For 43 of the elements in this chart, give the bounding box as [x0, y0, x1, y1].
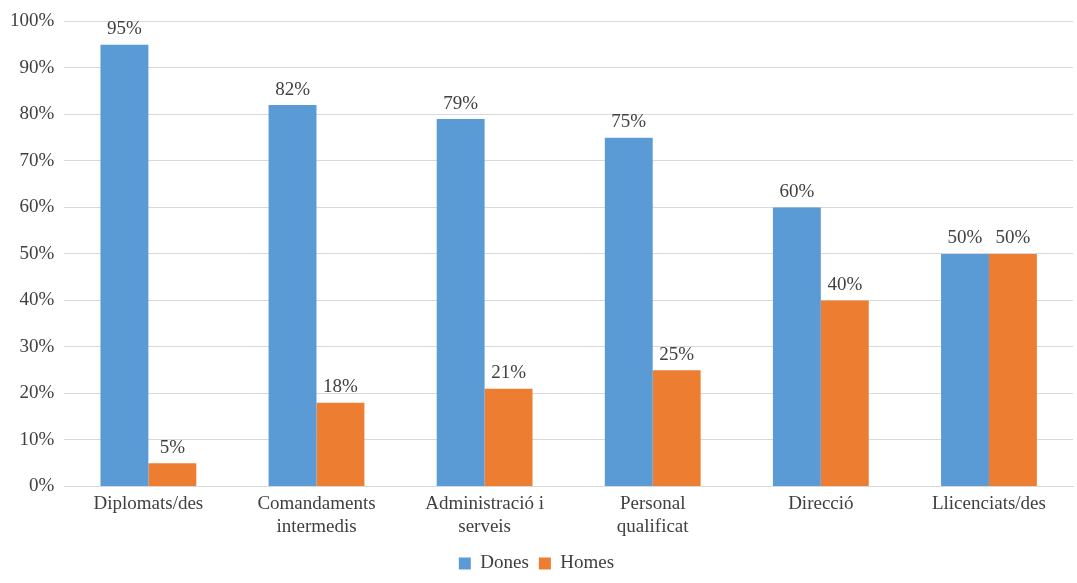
data-label: 5%: [159, 435, 186, 457]
y-tick-label: 30%: [19, 334, 55, 356]
y-tick-label: 0%: [29, 474, 55, 496]
y-tick-label: 10%: [19, 427, 55, 449]
bar: [316, 402, 365, 486]
bar: [484, 388, 533, 486]
legend-label: Homes: [560, 551, 615, 573]
data-label: 60%: [779, 179, 815, 201]
y-tick-label: 40%: [19, 288, 55, 310]
bar: [652, 370, 701, 486]
y-tick-label: 100%: [10, 9, 55, 31]
data-label: 21%: [491, 361, 527, 383]
bar: [436, 119, 485, 486]
x-tick-label: Personal qualificat: [616, 491, 690, 536]
data-label: 75%: [611, 110, 647, 132]
bar: [820, 300, 869, 486]
bar: [268, 105, 317, 486]
bar: [100, 44, 149, 486]
x-tick-label: Diplomats/des: [93, 491, 204, 513]
data-label: 95%: [107, 17, 143, 39]
x-tick-label: Llicenciats/des: [931, 491, 1046, 513]
bar: [148, 463, 197, 486]
y-tick-label: 50%: [19, 241, 55, 263]
data-label: 50%: [947, 226, 983, 248]
y-tick-label: 60%: [19, 195, 55, 217]
legend-label: Dones: [480, 551, 529, 573]
data-label: 82%: [275, 77, 311, 99]
x-tick-label: Direcció: [788, 491, 854, 513]
data-label: 25%: [659, 342, 695, 364]
data-label: 79%: [443, 91, 479, 113]
y-tick-label: 70%: [19, 148, 55, 170]
y-tick-label: 80%: [19, 102, 55, 124]
y-tick-label: 90%: [19, 55, 55, 77]
bar: [772, 207, 821, 486]
data-label: 40%: [827, 272, 863, 294]
data-label: 50%: [995, 226, 1031, 248]
y-tick-label: 20%: [19, 381, 55, 403]
bar: [604, 137, 653, 486]
x-tick-label: Comandaments intermedis: [257, 491, 376, 536]
bar: [988, 253, 1037, 486]
bar: [941, 253, 989, 486]
data-label: 18%: [323, 375, 359, 397]
x-tick-label: Administració i serveis: [425, 491, 544, 536]
